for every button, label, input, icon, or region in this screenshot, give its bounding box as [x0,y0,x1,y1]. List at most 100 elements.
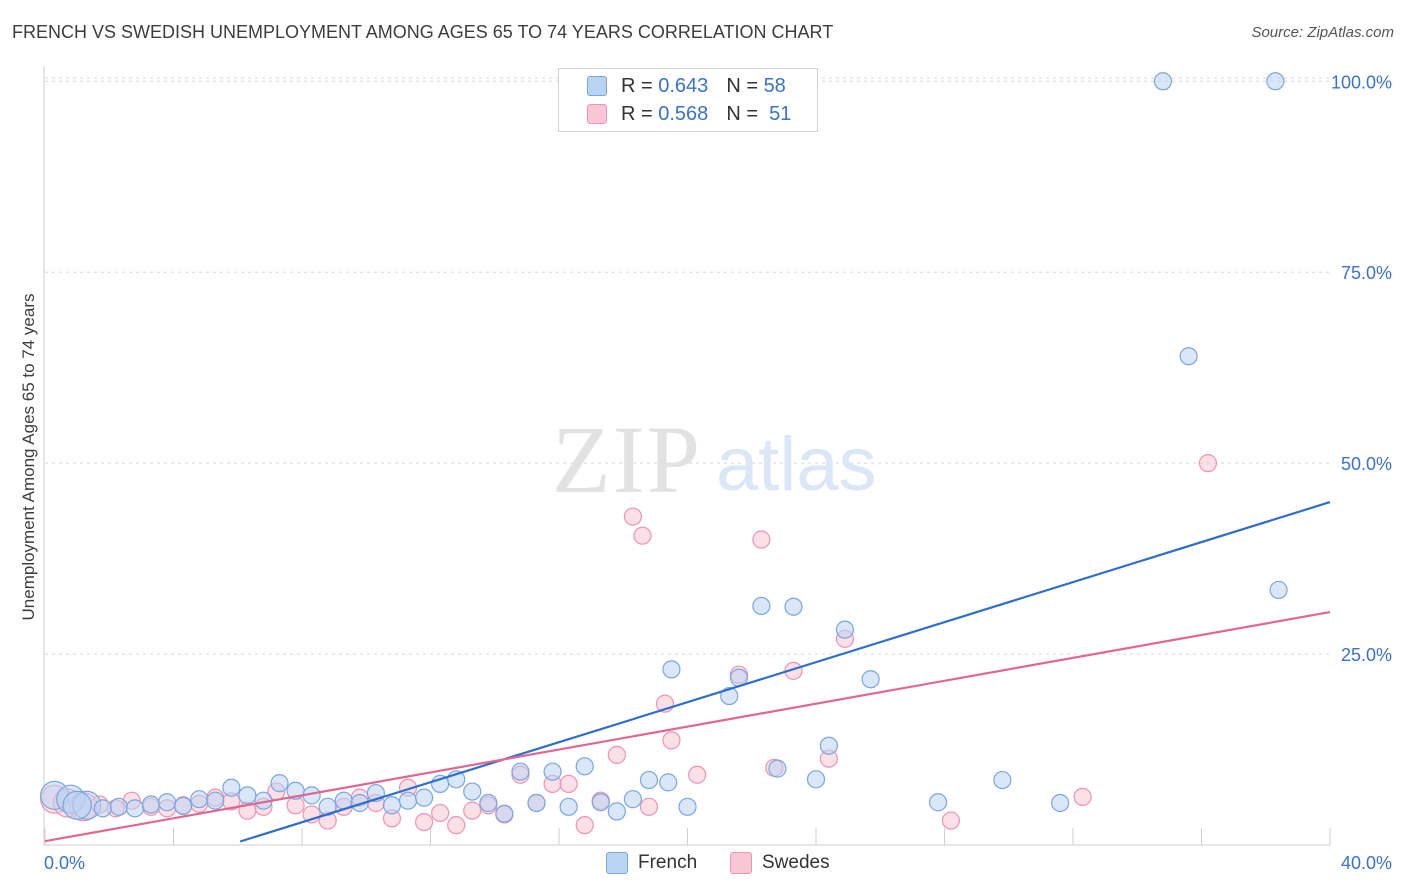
y-tick-label: 50.0% [1341,454,1392,474]
french-point [662,660,681,679]
french-trendline [239,501,1331,843]
axes [43,66,1331,846]
swedes-point [752,530,771,549]
swedes-legend-swatch [730,852,752,874]
source-label: Source: ZipAtlas.com [1251,24,1394,41]
swedes-point [1073,787,1092,806]
swedes-legend-label: Swedes [762,852,830,873]
swedes-point [414,812,434,832]
french-point [861,670,880,689]
french-swatch [587,76,607,96]
french-point [270,774,289,793]
legend-n-label: N = [726,102,758,125]
french-point [806,770,826,789]
watermark: ZIP atlas [552,406,877,513]
swedes-series [40,454,1218,835]
french-point [752,596,771,616]
swedes-point [607,745,626,764]
y-tick-label: 75.0% [1341,263,1392,283]
x-tick-label: 0.0% [44,853,85,873]
swedes-swatch [587,104,607,124]
french-point [1153,72,1173,91]
french-point [190,790,209,809]
french-point [238,786,257,805]
french-point [125,799,145,818]
swedes-trendline [44,610,1331,843]
french-point [1266,72,1285,91]
french-point [559,797,578,816]
tick-labels: 25.0% 50.0% 75.0% 100.0% 0.0% 40.0% [44,72,1392,873]
swedes-point [575,816,594,835]
french-point [591,793,610,812]
french-point [607,802,626,821]
french-point [141,795,161,814]
chart-title: FRENCH VS SWEDISH UNEMPLOYMENT AMONG AGE… [12,22,834,42]
french-point [575,757,594,776]
trendlines [44,501,1331,843]
french-point [623,790,642,809]
french-point [463,782,482,801]
swedes-point [623,507,642,526]
french-point [928,793,948,812]
swedes-point [447,816,466,835]
french-point [768,759,787,778]
french-point [835,620,855,639]
french-point [1179,347,1198,366]
french-n-value: 58 [763,74,786,97]
legend-r-label: R = [621,102,653,125]
french-series [40,72,1288,823]
french-point [157,793,177,812]
watermark-zip: ZIP [552,406,702,513]
french-point [414,788,434,807]
legend-r-label: R = [621,74,653,97]
y-tick-label: 100.0% [1331,72,1392,92]
swedes-point [431,803,450,823]
french-point [222,778,241,797]
french-point [678,797,697,816]
french-point [659,773,678,792]
legend: R = 0.643 N = 58 R = 0.568 N = 51 [558,68,818,132]
swedes-point [688,765,707,784]
french-r-value: 0.643 [658,74,709,97]
y-tick-label: 25.0% [1341,645,1392,665]
swedes-point [941,811,961,830]
y-axis-label: Unemployment Among Ages 65 to 74 years [19,294,38,621]
french-point [398,791,418,810]
french-point [93,799,112,818]
french-point [206,791,225,810]
french-point [479,793,498,813]
series-legend-swedes: Swedes [730,852,830,874]
legend-row-swedes: R = 0.568 N = 51 [587,101,791,127]
french-legend-swatch [606,852,628,874]
french-point [174,796,193,816]
french-point [1051,793,1070,813]
french-point [993,770,1012,790]
french-point [784,597,803,616]
series-legend: French Swedes [0,852,1406,878]
swedes-n-value: 51 [769,102,792,125]
swedes-point [633,526,652,545]
swedes-point [639,797,659,816]
watermark-atlas: atlas [716,422,877,507]
legend-n-label: N = [726,74,758,97]
swedes-point [463,801,482,820]
french-point [495,804,514,823]
legend-row-french: R = 0.643 N = 58 [587,73,786,99]
french-point [382,796,402,815]
swedes-r-value: 0.568 [658,102,709,125]
french-point [511,762,530,781]
gridlines [45,77,1330,655]
french-point [350,793,369,813]
swedes-point [662,731,681,750]
french-point [1269,580,1288,600]
french-point [819,736,838,755]
french-point [720,686,739,706]
x-tick-label: 40.0% [1341,853,1392,873]
french-point [639,770,659,790]
series-legend-french: French [606,852,697,874]
french-legend-label: French [638,852,698,873]
french-point [109,797,128,816]
french-point [62,790,92,820]
french-point [527,793,546,813]
